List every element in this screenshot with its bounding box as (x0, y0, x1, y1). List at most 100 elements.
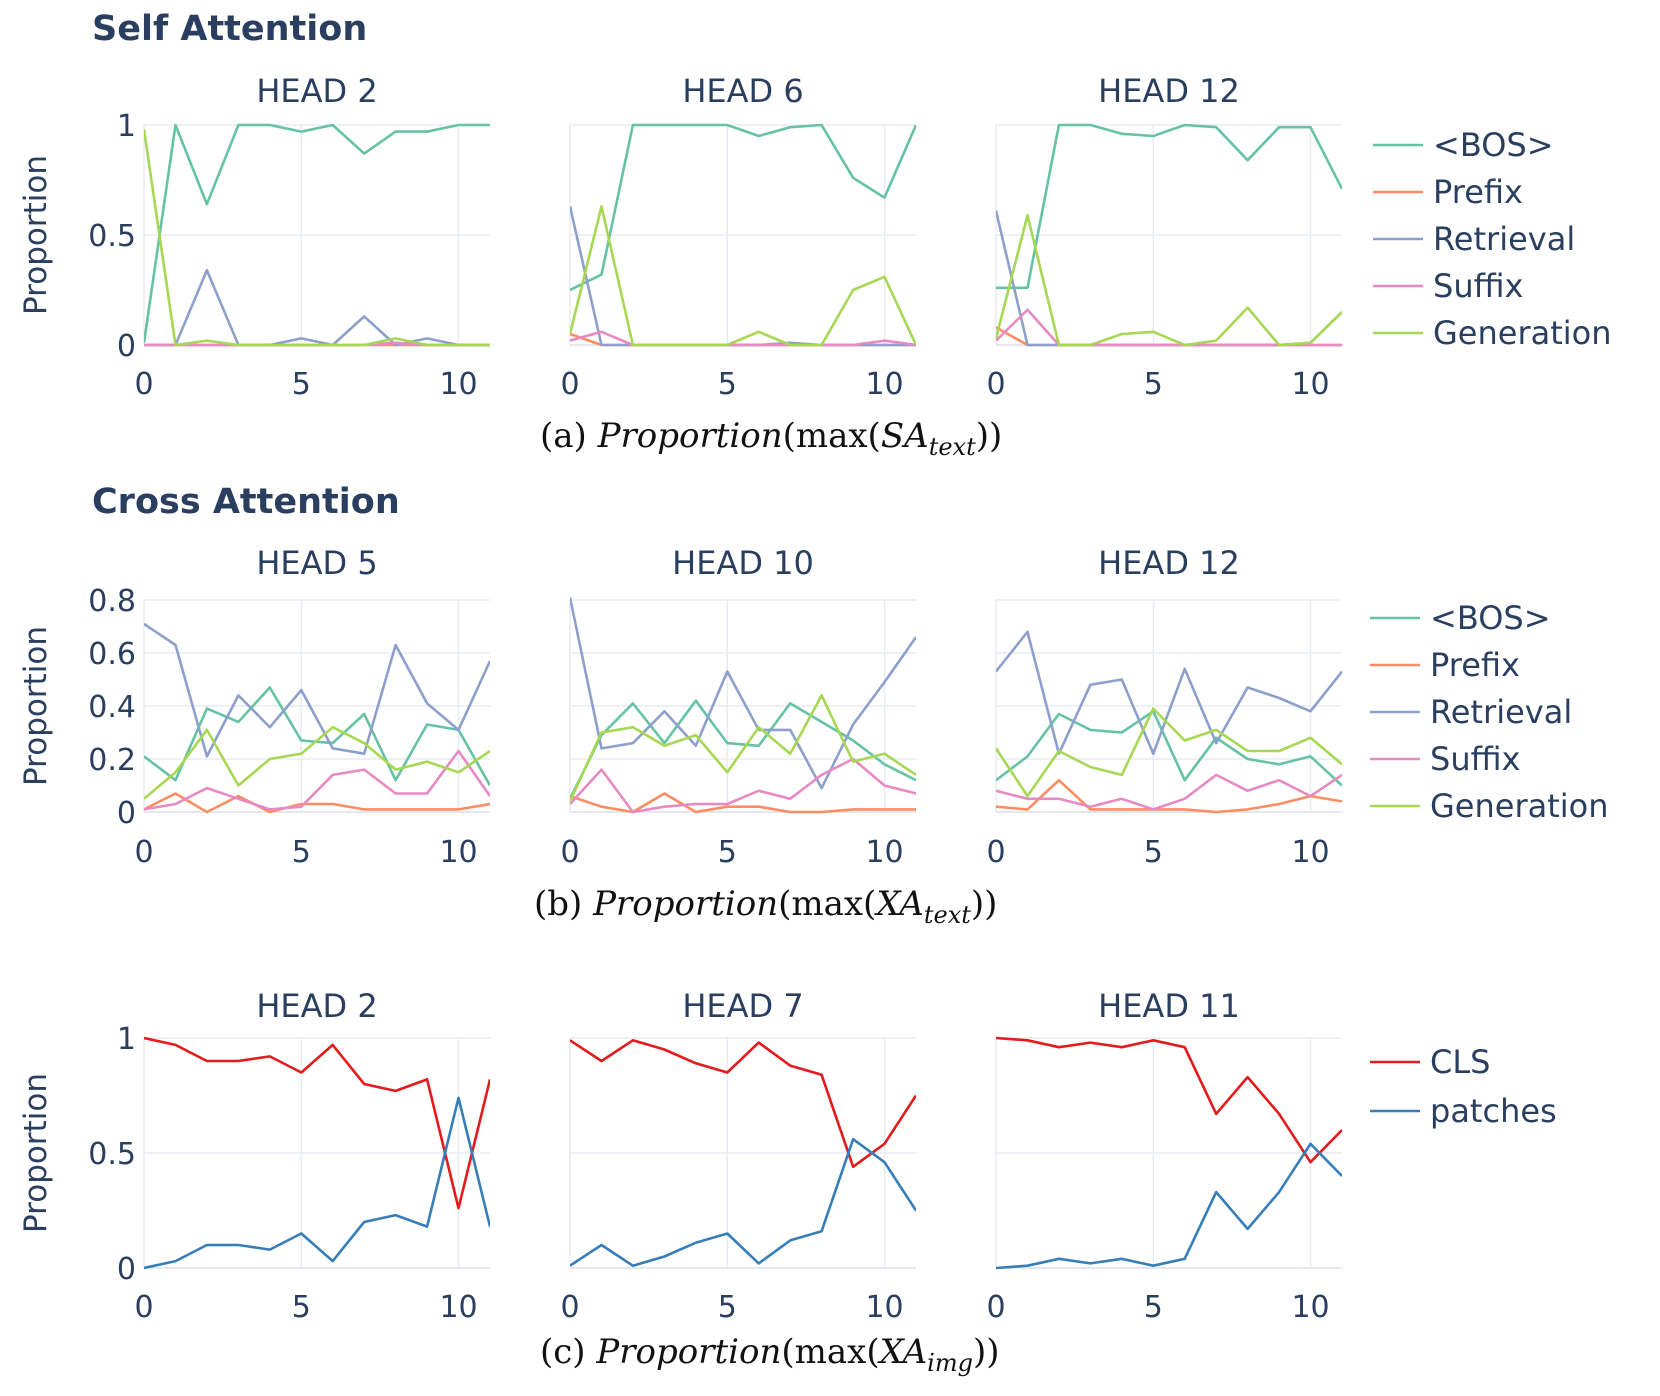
chart-panel-2: HEAD 12 0 5 10 (986, 72, 1342, 402)
series-line-generation (144, 725, 490, 800)
series-line-patches (996, 1142, 1342, 1270)
chart-panel-7: HEAD 7 0 5 10 (560, 987, 916, 1325)
legend-label: Prefix (1433, 173, 1523, 211)
series-line-suffix (144, 749, 490, 811)
y-axis-label: Proportion (18, 155, 54, 315)
x-tick-label: 10 (865, 367, 903, 402)
x-tick-label: 5 (718, 1290, 737, 1325)
series-line-retrieval (570, 597, 916, 790)
series-line-retrieval (570, 206, 916, 347)
x-tick-label: 5 (1144, 367, 1163, 402)
y-tick-label: 0 (117, 1252, 136, 1287)
section-title-cross-attention: Cross Attention (92, 482, 400, 522)
legend-label: Generation (1430, 787, 1609, 825)
series-line-retrieval (996, 630, 1342, 756)
x-tick-label: 10 (439, 367, 477, 402)
caption-c: (c) Proportion(max(XAimg)) (540, 1332, 999, 1377)
y-tick-label: 0.4 (88, 690, 136, 725)
series-line-patches (144, 1096, 490, 1270)
legends-area: <BOS>PrefixRetrievalSuffixGeneration<BOS… (1370, 126, 1612, 1130)
y-axis-label: Proportion (18, 1073, 54, 1233)
y-tick-label: 1 (117, 109, 136, 144)
x-tick-label: 10 (1291, 367, 1329, 402)
x-tick-label: 10 (1291, 1290, 1329, 1325)
series-line-generation (570, 694, 916, 802)
x-tick-label: 5 (1144, 835, 1163, 870)
legend-label: Prefix (1430, 646, 1520, 684)
x-tick-label: 5 (292, 835, 311, 870)
chart-panel-1: HEAD 6 0 5 10 (560, 72, 916, 402)
series-line-suffix (996, 773, 1342, 811)
legend-label: <BOS> (1433, 126, 1554, 164)
legend-1: <BOS> Prefix Retrieval Suffix Generation (1370, 599, 1609, 825)
series-line-retrieval (144, 268, 490, 347)
legend-0: <BOS> Prefix Retrieval Suffix Generation (1373, 126, 1612, 352)
series-line-suffix (570, 757, 916, 814)
series-line-patches (570, 1137, 916, 1267)
series-line-prefix (996, 778, 1342, 814)
x-tick-label: 0 (134, 1290, 153, 1325)
series-line-cls (996, 1036, 1342, 1164)
section-title-self-attention: Self Attention (92, 9, 367, 49)
x-tick-label: 0 (134, 835, 153, 870)
legend-label: CLS (1430, 1043, 1490, 1081)
legend-label: Suffix (1430, 740, 1520, 778)
panel-title: HEAD 2 (256, 987, 377, 1025)
series-line-prefix (144, 792, 490, 814)
x-tick-label: 5 (718, 835, 737, 870)
x-tick-label: 0 (134, 367, 153, 402)
x-tick-label: 10 (1291, 835, 1329, 870)
series-line-prefix (570, 792, 916, 814)
x-tick-label: 0 (560, 835, 579, 870)
caption-b: (b) Proportion(max(XAtext)) (534, 884, 997, 929)
series-line-cls (144, 1036, 490, 1210)
legend-label: Suffix (1433, 267, 1523, 305)
series-line-cls (570, 1039, 916, 1169)
x-tick-label: 10 (865, 835, 903, 870)
series-line-bos (144, 686, 490, 787)
chart-panel-5: HEAD 12 0 5 10 (986, 544, 1342, 870)
legend-label: patches (1430, 1092, 1557, 1130)
legend-label: Generation (1433, 314, 1612, 352)
caption-a: (a) Proportion(max(SAtext)) (540, 416, 1002, 461)
y-tick-label: 0.6 (88, 637, 136, 672)
x-tick-label: 0 (986, 1290, 1005, 1325)
panel-title: HEAD 5 (256, 544, 377, 582)
x-tick-label: 5 (292, 367, 311, 402)
panel-title: HEAD 6 (682, 72, 803, 110)
series-line-bos (144, 123, 490, 343)
series-line-generation (570, 205, 916, 347)
x-tick-label: 10 (865, 1290, 903, 1325)
x-tick-label: 0 (560, 1290, 579, 1325)
chart-panel-3: HEAD 5 0 5 10 0 0.2 0.4 0.6 0.8 Proportion (18, 544, 490, 870)
y-tick-label: 0.5 (88, 219, 136, 254)
y-tick-label: 0.5 (88, 1137, 136, 1172)
x-tick-label: 10 (439, 1290, 477, 1325)
series-line-generation (996, 213, 1342, 347)
panel-title: HEAD 7 (682, 987, 803, 1025)
x-tick-label: 0 (986, 367, 1005, 402)
y-tick-label: 0 (117, 329, 136, 364)
legend-label: <BOS> (1430, 599, 1551, 637)
y-tick-label: 1 (117, 1022, 136, 1057)
chart-panel-0: HEAD 2 0 5 10 0 0.5 1 Proportion (18, 72, 490, 402)
x-tick-label: 5 (718, 367, 737, 402)
legend-label: Retrieval (1430, 693, 1572, 731)
panel-title: HEAD 2 (256, 72, 377, 110)
chart-panel-8: HEAD 11 0 5 10 (986, 987, 1342, 1325)
series-line-bos (996, 709, 1342, 787)
series-line-generation (996, 707, 1342, 798)
series-line-prefix (996, 326, 1342, 347)
series-line-bos (996, 123, 1342, 290)
panel-title: HEAD 12 (1098, 72, 1240, 110)
x-tick-label: 0 (560, 367, 579, 402)
panel-title: HEAD 10 (672, 544, 814, 582)
legend-2: CLS patches (1370, 1043, 1557, 1130)
series-line-bos (570, 123, 916, 292)
y-axis-label: Proportion (18, 626, 54, 786)
y-tick-label: 0.8 (88, 584, 136, 619)
y-tick-label: 0.2 (88, 743, 136, 778)
x-tick-label: 5 (1144, 1290, 1163, 1325)
